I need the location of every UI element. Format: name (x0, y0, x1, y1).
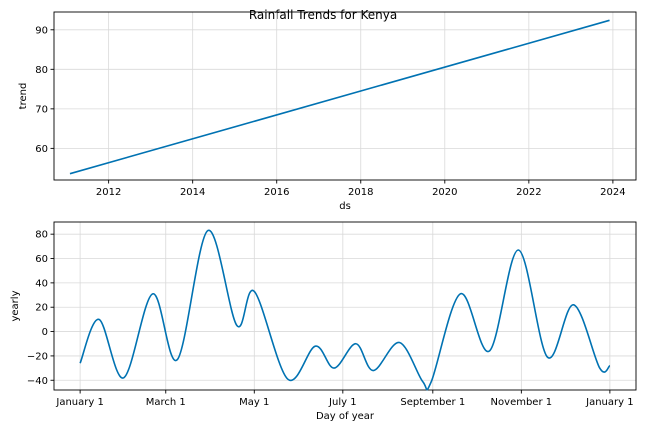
trend-series-line (69, 19, 610, 175)
trend-x-tick-label: 2024 (600, 187, 625, 198)
trend-x-tick-label: 2022 (516, 187, 541, 198)
yearly-x-tick-label: July 1 (328, 397, 357, 408)
yearly-x-tick-label: May 1 (239, 397, 269, 408)
trend-y-tick-label: 80 (35, 65, 48, 76)
trend-x-tick-label: 2018 (348, 187, 373, 198)
trend-plot-frame (53, 11, 637, 181)
trend-x-tick-label: 2020 (432, 187, 457, 198)
yearly-y-axis-label: yearly (10, 290, 21, 321)
yearly-y-tick-label: 80 (35, 230, 48, 241)
yearly-x-tick-label: January 1 (585, 397, 633, 408)
trend-x-tick-label: 2016 (264, 187, 289, 198)
yearly-y-tick-label: 40 (35, 278, 48, 289)
trend-panel: Rainfall Trends for Kenya 2012 2014 2016 20… (18, 8, 637, 212)
yearly-series-line (79, 229, 611, 391)
chart-title: Rainfall Trends for Kenya (249, 8, 397, 22)
yearly-y-tick-label: −20 (27, 351, 48, 362)
yearly-x-tick-label: January 1 (55, 397, 103, 408)
trend-y-axis-label: trend (18, 83, 29, 110)
yearly-y-tick-label: −40 (27, 376, 48, 387)
trend-x-axis-label: ds (339, 201, 351, 212)
yearly-y-tick-label: 20 (35, 303, 48, 314)
yearly-x-axis-label: Day of year (316, 411, 375, 422)
trend-y-tick-label: 60 (35, 144, 48, 155)
yearly-y-tick-label: 60 (35, 254, 48, 265)
yearly-panel: January 1 March 1 May 1 July 1 September 1 No… (10, 221, 637, 422)
yearly-x-tick-label: September 1 (400, 397, 465, 408)
trend-x-tick-label: 2014 (180, 187, 205, 198)
trend-y-tick-label: 90 (35, 25, 48, 36)
yearly-x-tick-label: November 1 (491, 397, 553, 408)
trend-y-tick-label: 70 (35, 104, 48, 115)
yearly-plot-frame (53, 221, 637, 391)
yearly-y-tick-label: 0 (42, 327, 48, 338)
yearly-x-tick-label: March 1 (146, 397, 186, 408)
trend-x-tick-label: 2012 (96, 187, 121, 198)
